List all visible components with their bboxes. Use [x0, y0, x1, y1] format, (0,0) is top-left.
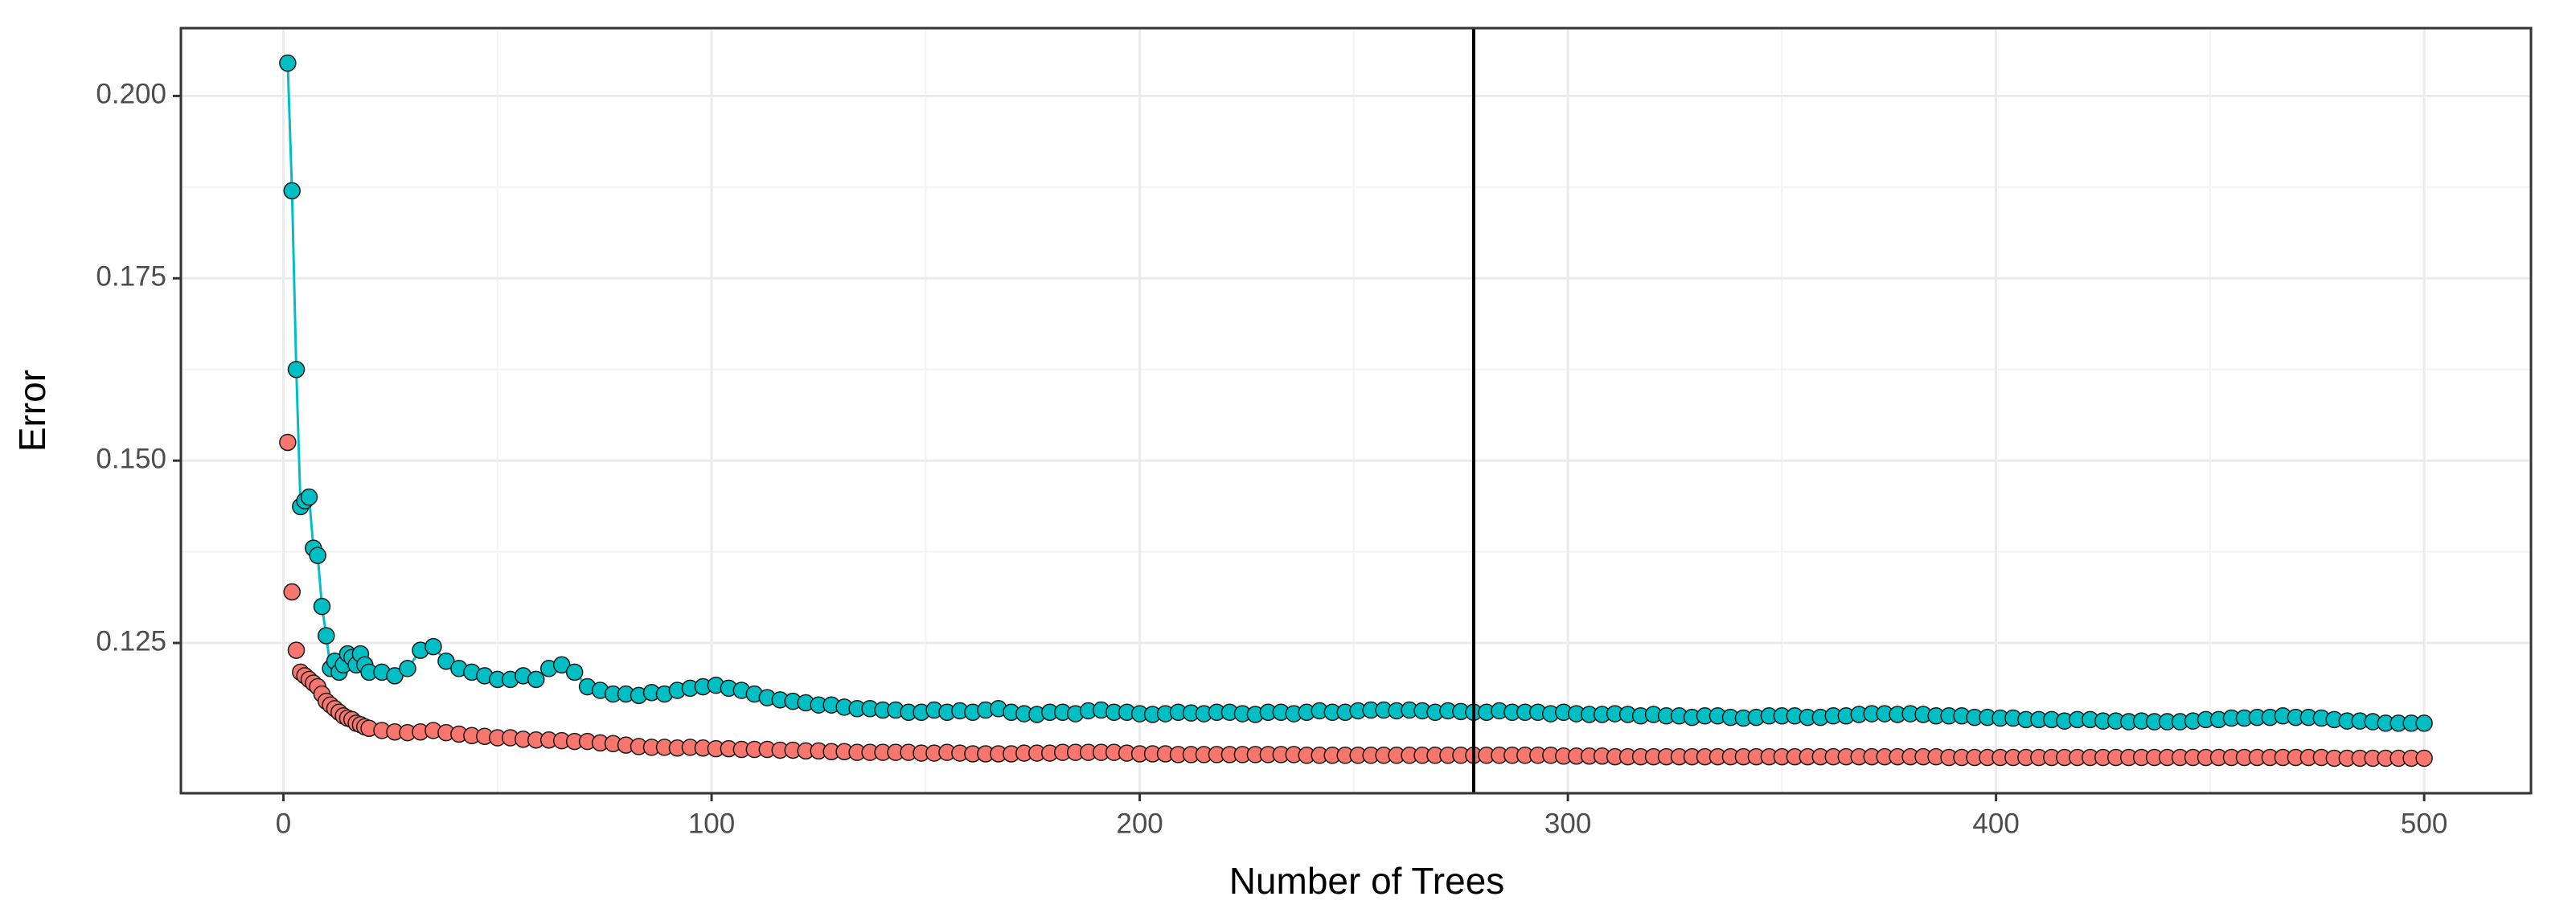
x-tick-label: 200: [1116, 808, 1163, 839]
point: [399, 660, 416, 677]
y-tick-label: 0.150: [96, 443, 166, 474]
x-tick-label: 300: [1544, 808, 1591, 839]
point: [287, 360, 306, 379]
point: [279, 433, 297, 452]
x-tick-label: 100: [688, 808, 735, 839]
y-axis-title: Error: [11, 370, 53, 452]
point: [300, 488, 318, 506]
point: [313, 597, 331, 616]
x-tick-label: 500: [2401, 808, 2447, 839]
point: [437, 652, 455, 670]
x-tick-label: 400: [1972, 808, 2019, 839]
point: [425, 637, 442, 656]
point: [552, 656, 571, 674]
point: [2415, 714, 2433, 732]
x-axis-title: Number of Trees: [1229, 860, 1505, 902]
point: [287, 641, 306, 659]
point: [309, 546, 326, 564]
point: [279, 54, 297, 72]
y-tick-label: 0.175: [96, 261, 166, 293]
y-tick-label: 0.200: [96, 79, 166, 110]
panel-border: [179, 27, 2533, 795]
point: [318, 627, 335, 645]
point: [565, 663, 584, 682]
y-tick-label: 0.125: [96, 625, 166, 657]
point: [386, 667, 404, 685]
plot-area: [279, 28, 2433, 793]
x-tick-label: 0: [276, 808, 291, 839]
point: [283, 182, 301, 200]
point: [527, 670, 545, 689]
point: [2415, 749, 2433, 768]
point: [283, 583, 301, 601]
